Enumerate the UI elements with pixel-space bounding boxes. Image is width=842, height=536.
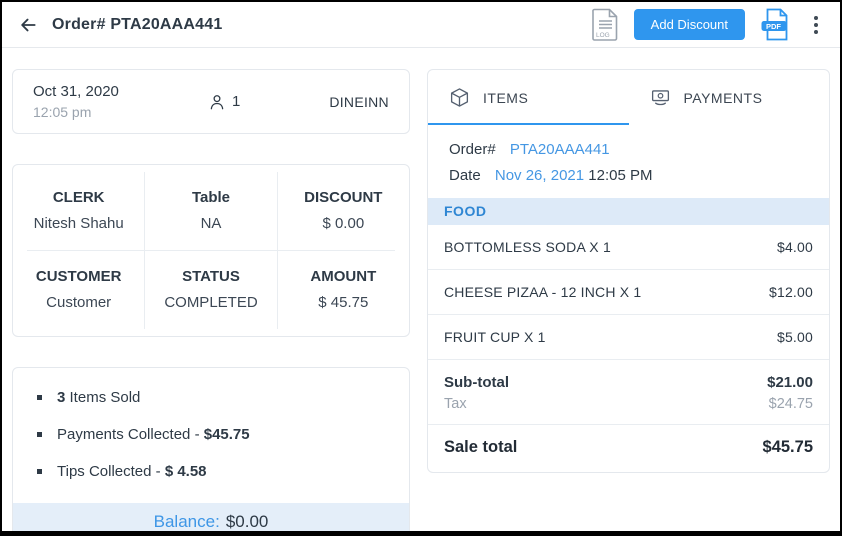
item-name: BOTTOMLESS SODA X 1: [444, 239, 611, 255]
svg-text:PDF: PDF: [766, 22, 781, 31]
sale-total-label: Sale total: [444, 438, 518, 456]
status-cell: STATUS COMPLETED: [144, 251, 276, 329]
panel-tabs: ITEMS PAYMENTS: [428, 70, 829, 125]
discount-label: DISCOUNT: [304, 189, 383, 206]
amount-cell: AMOUNT $ 45.75: [276, 251, 409, 329]
category-header: FOOD: [428, 198, 829, 225]
payments-icon: [651, 90, 669, 106]
balance-bar: Balance: $0.00: [13, 503, 409, 531]
order-datetime: Oct 31, 2020 12:05 pm: [33, 83, 119, 120]
items-panel: ITEMS PAYMENTS Order# PTA20AAA: [427, 69, 830, 473]
items-sold-row: 3 Items Sold: [37, 389, 385, 406]
payments-collected-row: Payments Collected - $45.75: [37, 426, 385, 443]
subtotal-row: Sub-total $21.00: [444, 374, 813, 391]
clerk-label: CLERK: [52, 189, 105, 206]
tax-label: Tax: [444, 396, 467, 412]
page-title: Order# PTA20AAA441: [52, 15, 223, 33]
balance-label: Balance:: [153, 512, 220, 531]
subtotal-label: Sub-total: [444, 374, 509, 391]
item-name: CHEESE PIZAA - 12 INCH X 1: [444, 284, 642, 300]
order-date-value: Nov 26, 2021: [494, 167, 585, 184]
tab-payments-label: PAYMENTS: [683, 89, 763, 106]
balance-value: $0.00: [225, 512, 269, 531]
clerk-cell: CLERK Nitesh Shahu: [13, 172, 144, 250]
clerk-value: Nitesh Shahu: [33, 215, 124, 232]
header-bar: Order# PTA20AAA441 LOG Add Discount PDF: [2, 2, 840, 48]
tips-collected-row: Tips Collected - $ 4.58: [37, 463, 385, 480]
log-button[interactable]: LOG: [591, 8, 619, 41]
item-row: BOTTOMLESS SODA X 1 $4.00: [428, 225, 829, 270]
item-price: $12.00: [768, 284, 813, 300]
table-cell: Table NA: [144, 172, 276, 250]
summary-list: 3 Items Sold Payments Collected - $45.75…: [13, 368, 409, 503]
add-discount-button[interactable]: Add Discount: [633, 9, 745, 40]
item-name: FRUIT CUP X 1: [444, 329, 546, 345]
tab-payments[interactable]: PAYMENTS: [629, 70, 830, 125]
details-row: CUSTOMER Customer STATUS COMPLETED AMOUN…: [13, 251, 409, 329]
order-time: 12:05 pm: [33, 104, 92, 120]
arrow-left-icon: [21, 18, 36, 31]
cube-icon: [450, 88, 469, 107]
person-icon: [210, 94, 224, 109]
subtotal-value: $21.00: [767, 374, 813, 391]
details-row: CLERK Nitesh Shahu Table NA DISCOUNT $ 0…: [13, 172, 409, 250]
item-row: CHEESE PIZAA - 12 INCH X 1 $12.00: [428, 270, 829, 315]
kebab-menu-icon: [814, 15, 818, 20]
header-actions: LOG Add Discount PDF: [591, 8, 824, 41]
amount-label: AMOUNT: [310, 268, 377, 285]
order-details-card: CLERK Nitesh Shahu Table NA DISCOUNT $ 0…: [12, 164, 410, 337]
status-label: STATUS: [182, 268, 240, 285]
back-button[interactable]: [16, 13, 40, 37]
amount-value: $ 45.75: [318, 294, 369, 311]
left-column: Oct 31, 2020 12:05 pm 1 DINEINN CLERK: [12, 69, 410, 531]
guest-count-value: 1: [231, 93, 241, 110]
order-number-line: Order# PTA20AAA441: [449, 141, 808, 158]
table-value: NA: [200, 215, 222, 232]
content-area: Oct 31, 2020 12:05 pm 1 DINEINN CLERK: [2, 48, 840, 531]
tab-items[interactable]: ITEMS: [428, 70, 629, 125]
order-info-card: Oct 31, 2020 12:05 pm 1 DINEINN: [12, 69, 410, 134]
item-row: FRUIT CUP X 1 $5.00: [428, 315, 829, 360]
order-date-label: Date: [449, 167, 481, 184]
guest-count: 1: [208, 93, 240, 111]
svg-text:LOG: LOG: [596, 32, 610, 39]
order-number-link[interactable]: PTA20AAA441: [509, 141, 610, 158]
order-date: Oct 31, 2020: [33, 83, 119, 100]
customer-label: CUSTOMER: [35, 268, 122, 285]
status-value: COMPLETED: [164, 294, 258, 311]
order-date-line: Date Nov 26, 2021 12:05 PM: [449, 167, 808, 184]
order-type-label: DINEINN: [329, 93, 389, 110]
discount-cell: DISCOUNT $ 0.00: [276, 172, 409, 250]
tax-value: $24.75: [768, 396, 813, 412]
table-label: Table: [191, 189, 231, 206]
item-price: $4.00: [776, 239, 813, 255]
tab-items-label: ITEMS: [483, 89, 529, 106]
customer-value: Customer: [46, 294, 112, 311]
more-options-button[interactable]: [808, 12, 824, 38]
bullet-square-icon: [37, 432, 42, 437]
customer-cell: CUSTOMER Customer: [13, 251, 144, 329]
order-meta: Order# PTA20AAA441 Date Nov 26, 2021 12:…: [428, 125, 829, 198]
order-time-value: 12:05 PM: [588, 167, 653, 184]
log-document-icon: LOG: [591, 8, 617, 41]
pdf-export-button[interactable]: PDF: [760, 8, 793, 41]
item-price: $5.00: [776, 329, 813, 345]
tax-row: Tax $24.75: [444, 396, 813, 412]
bullet-square-icon: [37, 395, 42, 400]
right-column: ITEMS PAYMENTS Order# PTA20AAA: [427, 69, 830, 531]
sale-summary-card: 3 Items Sold Payments Collected - $45.75…: [12, 367, 410, 531]
sale-total-row: Sale total $45.75: [428, 424, 829, 472]
totals-section: Sub-total $21.00 Tax $24.75: [428, 360, 829, 424]
sale-total-value: $45.75: [762, 438, 813, 456]
pdf-icon: PDF: [761, 8, 788, 41]
order-number-label: Order#: [449, 141, 496, 158]
row-divider: [27, 250, 395, 251]
discount-value: $ 0.00: [322, 215, 365, 232]
bullet-square-icon: [37, 469, 42, 474]
